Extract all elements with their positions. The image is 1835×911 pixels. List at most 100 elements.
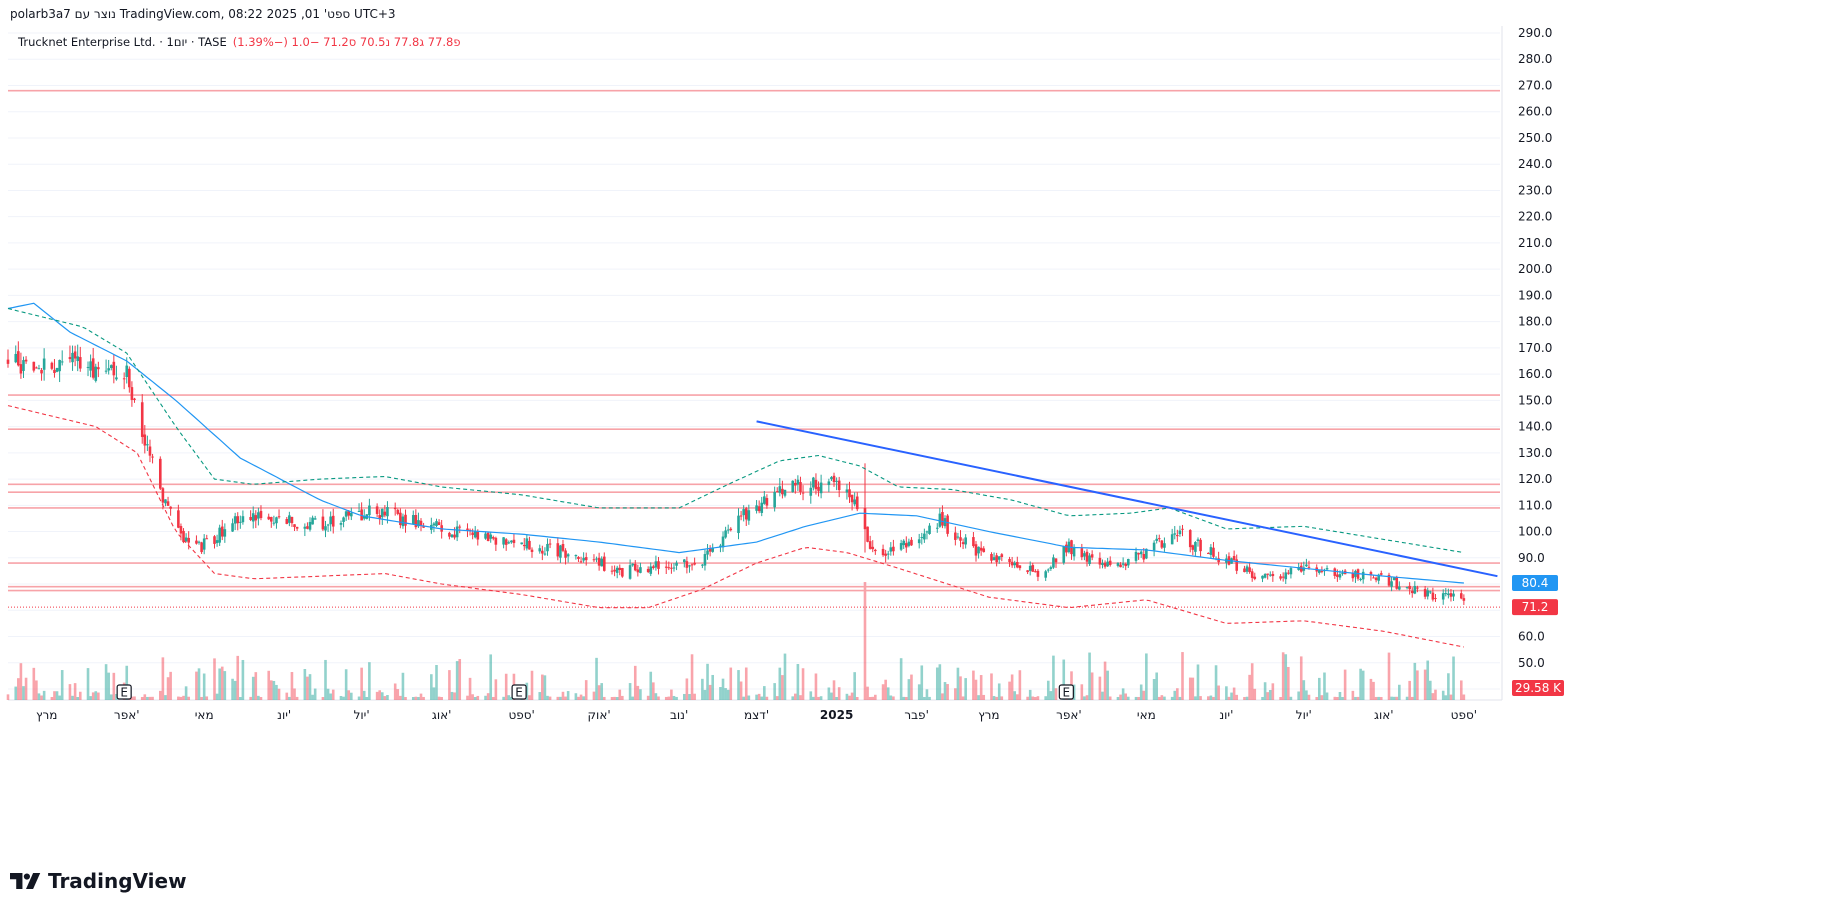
candle-body xyxy=(561,544,565,551)
candle-body xyxy=(306,526,309,529)
candle-body xyxy=(863,507,867,530)
candle-body xyxy=(42,358,46,370)
volume-bar xyxy=(471,694,474,700)
volume-bar xyxy=(1214,665,1218,700)
candle-body xyxy=(853,499,856,505)
trendline-group[interactable] xyxy=(756,420,1498,578)
candle-body xyxy=(892,546,895,552)
candle-body xyxy=(86,366,90,368)
volume-bar xyxy=(339,695,343,700)
candle-body xyxy=(329,516,332,525)
candle-body xyxy=(53,369,56,374)
volume-bar xyxy=(992,696,996,700)
time-axis[interactable]: מרץ אפר' מאי יונ' יול' אוג' ספט' אוק' נוב' דצמ' 20… xyxy=(36,708,1477,722)
volume-bar xyxy=(1160,695,1164,700)
volume-bar xyxy=(1119,694,1122,700)
candle-body xyxy=(122,378,126,380)
volume-bar xyxy=(450,691,454,700)
candle-body xyxy=(1170,534,1174,545)
volume-bar xyxy=(1000,696,1004,700)
candle-body xyxy=(143,434,147,446)
volume-bar xyxy=(868,696,872,700)
price-axis[interactable]: 290.0 280.0 270.0 260.0 250.0 240.0 230.0 220.0… xyxy=(1512,26,1564,696)
volume-bar xyxy=(53,691,56,700)
volume-bar xyxy=(71,695,74,700)
volume-bar xyxy=(830,692,833,700)
candle-body xyxy=(78,357,82,369)
volume-bar xyxy=(476,695,480,700)
candle-body xyxy=(1010,561,1014,566)
candle-body xyxy=(484,533,487,539)
volume-bar xyxy=(1137,696,1140,700)
earnings-marker[interactable] xyxy=(511,684,527,700)
candle-body xyxy=(502,537,505,545)
volume-bar xyxy=(1199,696,1202,700)
volume-bar xyxy=(326,688,330,700)
candle-body xyxy=(675,562,678,566)
candle-body xyxy=(664,566,668,568)
candle-body xyxy=(1178,530,1182,535)
volume-bar xyxy=(701,678,704,700)
candle-body xyxy=(631,563,634,566)
volume-bar xyxy=(293,688,296,700)
candle-body xyxy=(1157,538,1161,540)
candle-body xyxy=(997,556,1001,560)
candle-body xyxy=(1341,572,1344,574)
volume-bar xyxy=(1036,696,1040,700)
volume-bar xyxy=(1080,684,1084,700)
volume-bar xyxy=(187,696,190,700)
volume-bar xyxy=(1250,663,1254,700)
candle-body xyxy=(711,547,714,552)
volume-bar xyxy=(1253,688,1257,700)
candle-body xyxy=(747,510,751,521)
volume-bar xyxy=(239,696,242,700)
volume-bar xyxy=(1405,696,1409,700)
tradingview-logo-icon xyxy=(10,873,41,889)
price-tick-label: 130.0 xyxy=(1518,446,1552,460)
candle-body xyxy=(1426,590,1430,597)
candle-body xyxy=(1452,593,1455,597)
candle-body xyxy=(830,477,833,480)
tradingview-logo[interactable]: TradingView xyxy=(10,869,187,893)
candle-body xyxy=(1398,586,1401,590)
candle-body xyxy=(422,526,425,528)
descending-trendline[interactable] xyxy=(756,420,1498,578)
volume-bar xyxy=(737,670,740,700)
candle-body xyxy=(1302,567,1306,571)
symbol-legend[interactable]: Trucknet Enterprise Ltd. · 1יום · TASE פ7… xyxy=(18,35,461,49)
volume-bar xyxy=(917,684,921,700)
candle-body xyxy=(378,515,382,519)
candle-body xyxy=(249,516,252,520)
volume-bar xyxy=(646,695,650,700)
volume-bar xyxy=(375,691,379,700)
volume-bar xyxy=(1408,680,1411,700)
volume-bar xyxy=(592,691,596,700)
volume-bar xyxy=(466,695,469,700)
volume-bar xyxy=(1377,696,1380,700)
volume-bar xyxy=(910,674,913,700)
volume-bar xyxy=(1336,696,1339,700)
symbol-title[interactable]: Trucknet Enterprise Ltd. · 1יום · TASE xyxy=(18,35,227,49)
volume-bar xyxy=(1449,694,1453,700)
volume-bar xyxy=(494,679,498,700)
volume-bar xyxy=(719,687,722,700)
volume-bar xyxy=(1010,674,1014,700)
volume-bar xyxy=(220,666,224,700)
volume-bar xyxy=(907,679,911,700)
candle-body xyxy=(628,565,632,579)
candle-body xyxy=(1121,563,1125,565)
volume-bar xyxy=(920,665,924,700)
candle-body xyxy=(1235,559,1239,571)
candle-body xyxy=(313,518,317,520)
earnings-marker[interactable] xyxy=(116,684,132,700)
volume-bar xyxy=(437,696,441,700)
candle-body xyxy=(89,361,92,371)
earnings-marker[interactable] xyxy=(1058,684,1074,700)
candle-body xyxy=(331,515,335,527)
price-tick-label: 240.0 xyxy=(1518,157,1552,171)
candle-body xyxy=(1374,577,1378,581)
candle-body xyxy=(1054,558,1058,563)
candle-body xyxy=(941,512,944,526)
